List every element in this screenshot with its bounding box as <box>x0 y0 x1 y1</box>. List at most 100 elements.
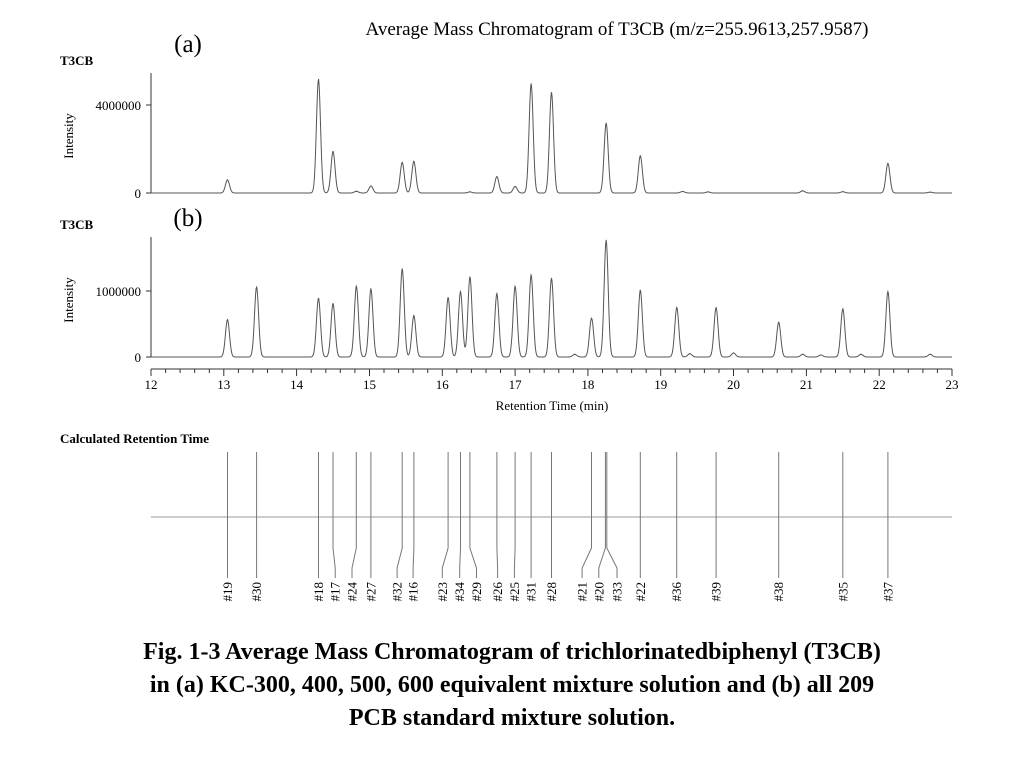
calc-rt-leader <box>469 517 477 578</box>
peak-b-10 <box>469 276 471 278</box>
peak-a-4 <box>370 185 372 187</box>
calc-rt-id: #27 <box>363 582 378 602</box>
caption-line-2: in (a) KC-300, 400, 500, 600 equivalent … <box>149 672 875 698</box>
xtick-label: 20 <box>727 377 740 392</box>
chart-panel-a: Average Mass Chromatogram of T3CB (m/z=2… <box>60 19 952 201</box>
calc-rt-leader <box>459 517 461 578</box>
chart-panel-b: (b) T3CB Intensity 0 1000000 12 13 14 15 16 1… <box>60 205 959 413</box>
peak-a-5 <box>401 161 403 164</box>
peak-b-2 <box>317 297 320 299</box>
peak-a-1 <box>317 78 320 81</box>
calculated-retention-panel: Calculated Retention Time #19 #30 #18 #17 #2… <box>60 431 952 602</box>
calc-rt-id: #16 <box>406 582 421 602</box>
xtick-label: 19 <box>654 377 667 392</box>
peak-a-12 <box>605 122 607 124</box>
peak-b-14 <box>550 277 553 279</box>
peak-a-6 <box>413 160 415 162</box>
peak-a-3 <box>355 190 357 192</box>
peak-b-12 <box>514 285 516 287</box>
peak-b-8 <box>447 297 449 299</box>
calc-rt-id: #24 <box>345 582 360 602</box>
peak-b-29 <box>929 353 931 355</box>
xtick-label: 17 <box>509 377 523 392</box>
peak-b-25 <box>820 354 822 356</box>
peak-b-27 <box>860 353 862 355</box>
ytick-label-a-0: 0 <box>135 186 142 201</box>
series-line-a <box>151 79 952 194</box>
caption-line-3: PCB standard mixture solution. <box>348 705 676 731</box>
caption-line-1: Fig. 1-3 Average Mass Chromatogram of tr… <box>143 639 881 665</box>
peak-a-18 <box>887 162 889 165</box>
y-axis-a: 0 4000000 <box>96 73 152 201</box>
calc-rt-id: #19 <box>220 582 235 602</box>
peak-b-3 <box>332 303 334 305</box>
chromatogram-b <box>151 239 952 358</box>
calc-rt-id: #23 <box>435 582 450 602</box>
calc-rt-id: #22 <box>633 582 648 602</box>
series-label-a: T3CB <box>60 53 94 68</box>
calc-rt-id: #37 <box>880 582 895 602</box>
ytick-label-b-0: 0 <box>135 350 142 365</box>
series-label-b: T3CB <box>60 217 94 232</box>
calc-rt-leader <box>351 517 357 578</box>
calc-rt-id: #28 <box>544 582 559 602</box>
calc-rt-id: #21 <box>575 582 590 602</box>
figure-caption: Fig. 1-3 Average Mass Chromatogram of tr… <box>0 636 1024 735</box>
peak-a-0 <box>226 179 229 181</box>
ylabel-b: Intensity <box>61 277 76 323</box>
xtick-label: 21 <box>800 377 813 392</box>
peak-a-19 <box>929 191 931 193</box>
chart-title: Average Mass Chromatogram of T3CB (m/z=2… <box>366 19 869 40</box>
calc-rt-id: #25 <box>507 582 522 602</box>
peak-b-0 <box>226 319 229 321</box>
peak-a-7 <box>469 191 471 193</box>
calc-rt-id: #34 <box>452 582 467 602</box>
ylabel-a: Intensity <box>61 113 76 159</box>
peak-b-22 <box>732 352 735 354</box>
calc-rt-id: #17 <box>328 582 343 602</box>
calc-rt-leader <box>606 517 618 578</box>
calc-rt-leader <box>396 517 403 578</box>
calc-rt-id: #20 <box>591 582 606 602</box>
peak-b-16 <box>590 317 593 319</box>
peak-b-19 <box>676 307 678 309</box>
xtick-label: 13 <box>217 377 230 392</box>
calc-rt-id: #32 <box>390 582 405 602</box>
calc-rt-id: #33 <box>610 582 625 602</box>
peak-b-4 <box>355 285 357 287</box>
xtick-label: 14 <box>290 377 304 392</box>
peak-b-24 <box>802 353 804 355</box>
calc-rt-markers: #19 #30 #18 #17 #24 #27 #32 #16 #23 #34 #29 #26 #25 #… <box>220 452 895 602</box>
peak-b-15 <box>574 353 576 355</box>
peak-b-21 <box>715 307 717 309</box>
calc-rt-id: #31 <box>524 582 539 602</box>
peak-b-13 <box>530 274 532 276</box>
peak-b-28 <box>887 291 889 293</box>
chromatogram-a <box>151 78 952 194</box>
peak-a-16 <box>802 190 804 192</box>
ytick-label-a-1: 4000000 <box>96 98 142 113</box>
xtick-label: 12 <box>145 377 158 392</box>
peak-b-17 <box>605 239 607 241</box>
xtick-label: 16 <box>436 377 450 392</box>
xlabel: Retention Time (min) <box>496 398 609 413</box>
calc-rt-leader <box>496 517 499 578</box>
xtick-label: 22 <box>873 377 886 392</box>
calc-rt-id: #30 <box>249 582 264 602</box>
peak-a-10 <box>530 83 532 85</box>
peak-b-7 <box>413 315 415 317</box>
peak-b-1 <box>256 286 258 288</box>
xtick-label: 18 <box>581 377 594 392</box>
panel-label-a: (a) <box>174 31 202 58</box>
x-axis-b: 12 13 14 15 16 17 18 19 20 21 22 23 <box>145 368 959 392</box>
calc-rt-label: Calculated Retention Time <box>60 431 209 446</box>
calc-rt-id: #18 <box>311 582 326 602</box>
calc-rt-id: #39 <box>709 582 724 602</box>
calc-rt-leader <box>412 517 415 578</box>
calc-rt-leader <box>598 517 606 578</box>
calc-rt-id: #38 <box>771 582 786 602</box>
peak-b-26 <box>842 308 844 310</box>
peak-b-6 <box>401 268 403 270</box>
peak-b-5 <box>370 288 372 290</box>
